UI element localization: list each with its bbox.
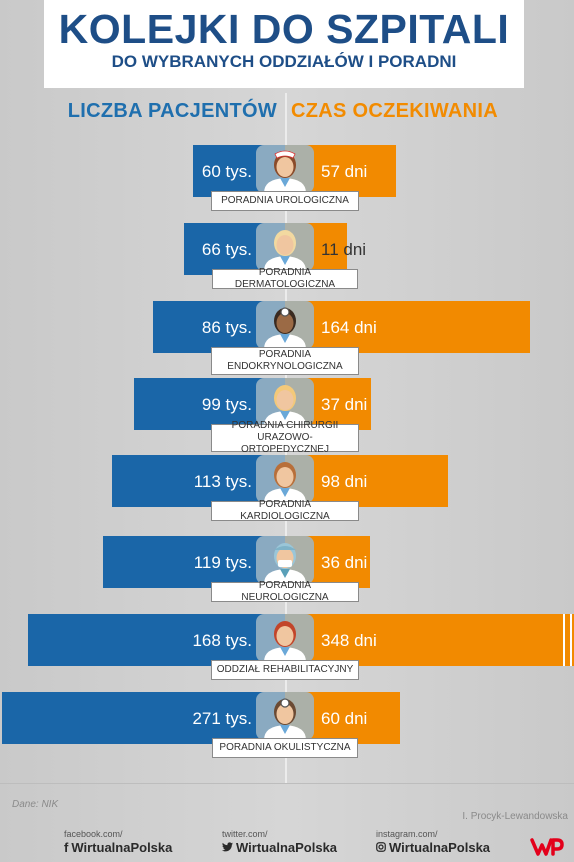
waiting-value-label: 164 dni — [321, 318, 377, 337]
page-subtitle: DO WYBRANYCH ODDZIAŁÓW I PORADNI — [111, 52, 457, 71]
patients-bar — [102, 536, 285, 588]
department-label: PORADNIA KARDIOLOGICZNA — [211, 499, 359, 522]
patients-value-label: 66 tys. — [201, 240, 252, 259]
department-label: PORADNIA NEUROLOGICZNA — [211, 580, 359, 603]
department-label: PORADNIA UROLOGICZNA — [211, 191, 359, 211]
instagram-handle: WirtualnaPolska — [389, 840, 491, 855]
patients-value-label: 99 tys. — [201, 395, 252, 414]
title-box: KOLEJKI DO SZPITALI DO WYBRANYCH ODDZIAŁ… — [44, 0, 524, 88]
surgeon-mask-icon — [256, 536, 314, 584]
facebook-link[interactable]: facebook.com/ f WirtualnaPolska — [64, 829, 172, 855]
waiting-value-label: 11 dni — [321, 240, 367, 259]
waiting-value-label: 98 dni — [321, 472, 368, 491]
author-credit: I. Procyk-Lewandowska — [462, 811, 568, 822]
header-waiting-time: CZAS OCZEKIWANIA — [291, 100, 499, 122]
twitter-label: twitter.com/ — [222, 829, 268, 839]
nurse-icon — [256, 145, 314, 193]
patients-value-label: 60 tys. — [201, 162, 252, 181]
department-label: PORADNIA OKULISTYCZNA — [212, 738, 358, 758]
axis-break-mark — [563, 614, 574, 666]
instagram-icon — [376, 842, 386, 852]
instagram-label: instagram.com/ — [376, 829, 438, 839]
waiting-bar — [285, 301, 530, 353]
wp-logo-icon — [530, 838, 564, 856]
page-title: KOLEJKI DO SZPITALI — [58, 6, 510, 52]
woman-doctor-icon — [256, 378, 314, 426]
redhead-doctor-icon — [256, 614, 314, 662]
patients-value-label: 168 tys. — [192, 631, 252, 650]
facebook-icon: f — [64, 840, 69, 855]
twitter-handle: WirtualnaPolska — [236, 840, 338, 855]
waiting-value-label: 36 dni — [321, 553, 368, 572]
twitter-link[interactable]: twitter.com/ WirtualnaPolska — [222, 829, 337, 855]
blonde-doctor-icon — [256, 223, 314, 271]
male-doctor-icon — [256, 455, 314, 503]
facebook-label: facebook.com/ — [64, 829, 123, 839]
footer-divider — [0, 783, 574, 784]
source-note: Dane: NIK — [12, 799, 59, 810]
patients-bar — [27, 614, 285, 666]
waiting-value-label: 37 dni — [321, 395, 368, 414]
waiting-value-label: 57 dni — [321, 162, 368, 181]
patients-bar — [2, 692, 285, 744]
instagram-link[interactable]: instagram.com/ WirtualnaPolska — [376, 829, 490, 855]
waiting-value-label: 348 dni — [321, 631, 377, 650]
department-label: PORADNIA ENDOKRYNOLOGICZNA — [211, 347, 359, 375]
facebook-handle: WirtualnaPolska — [71, 840, 173, 855]
department-label: PORADNIA DERMATOLOGICZNA — [212, 267, 358, 290]
waiting-value-label: 60 dni — [321, 709, 368, 728]
doctor-mirror-icon — [256, 692, 314, 740]
header-patients: LICZBA PACJENTÓW — [67, 100, 277, 122]
waiting-bar — [285, 614, 574, 666]
doctor-headlamp-icon — [256, 301, 314, 349]
twitter-bird-icon — [222, 842, 233, 852]
department-label: PORADNIA CHIRURGII URAZOWO-ORTOPEDYCZNEJ — [211, 420, 359, 455]
patients-value-label: 271 tys. — [192, 709, 252, 728]
patients-value-label: 119 tys. — [193, 553, 252, 572]
patients-value-label: 113 tys. — [193, 472, 252, 491]
department-label: ODDZIAŁ REHABILITACYJNY — [211, 660, 359, 680]
patients-value-label: 86 tys. — [201, 318, 252, 337]
